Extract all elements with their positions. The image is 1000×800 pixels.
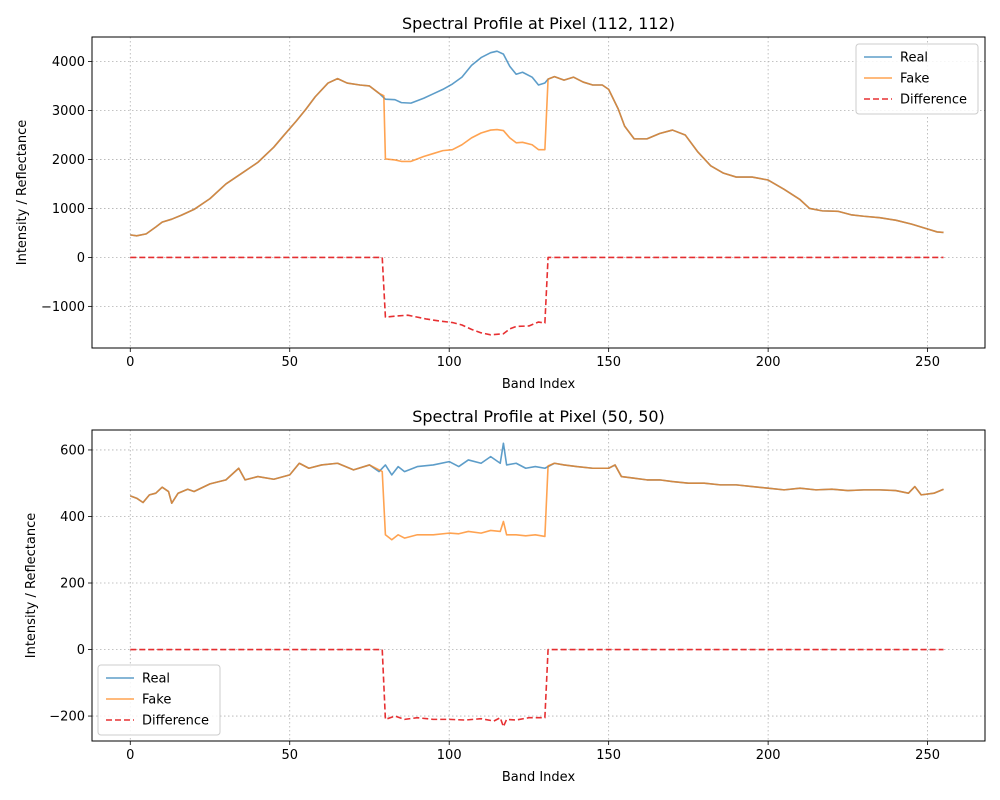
chart-title: Spectral Profile at Pixel (112, 112) <box>402 14 675 33</box>
y-tick-label: −1000 <box>41 300 85 315</box>
y-tick-label: −200 <box>49 710 85 725</box>
x-tick-label: 50 <box>281 355 298 370</box>
legend: Real Fake Difference <box>855 43 979 115</box>
series-group <box>130 50 944 336</box>
x-tick-label: 100 <box>437 748 462 763</box>
series-line-fake <box>130 75 944 237</box>
chart-panel-1: 0 50 100 150 200 250 −1000 0 1000 2000 3000 4000 Spe… <box>15 14 986 392</box>
plot-frame <box>91 36 986 349</box>
series-line-difference <box>130 648 944 728</box>
x-tick-label: 100 <box>437 355 462 370</box>
y-axis-label: Intensity / Reflectance <box>15 120 30 265</box>
y-tick-label: 3000 <box>52 104 85 119</box>
x-tick-label: 250 <box>915 748 940 763</box>
y-tick-label: 4000 <box>52 55 85 70</box>
legend-box <box>97 664 221 736</box>
legend-label-fake: Fake <box>900 72 929 87</box>
y-tick-label: 0 <box>77 643 85 658</box>
x-axis-label: Band Index <box>502 770 576 785</box>
y-tick-label: 1000 <box>52 202 85 217</box>
x-tick-label: 0 <box>126 355 134 370</box>
x-tick-label: 150 <box>596 748 621 763</box>
legend-label-difference: Difference <box>142 714 209 729</box>
series-line-fake <box>129 462 944 541</box>
plot-frame <box>91 429 986 742</box>
legend-label-real: Real <box>142 672 170 687</box>
x-tick-label: 200 <box>756 355 781 370</box>
x-tick-label: 0 <box>126 748 134 763</box>
y-tick-label: 2000 <box>52 153 85 168</box>
y-tick-label: 0 <box>77 251 85 266</box>
x-tick-label: 250 <box>915 355 940 370</box>
series-line-difference <box>130 256 944 336</box>
chart-title: Spectral Profile at Pixel (50, 50) <box>412 407 665 426</box>
legend-label-difference: Difference <box>900 93 967 108</box>
legend-label-real: Real <box>900 51 928 66</box>
x-tick-label: 200 <box>756 748 781 763</box>
legend-label-fake: Fake <box>142 693 171 708</box>
y-axis-label: Intensity / Reflectance <box>24 513 39 658</box>
y-tick-label: 200 <box>60 577 85 592</box>
x-tick-label: 150 <box>596 355 621 370</box>
series-group <box>129 442 944 728</box>
series-line-real <box>129 442 944 504</box>
y-tick-label: 600 <box>60 443 85 458</box>
x-axis-label: Band Index <box>502 377 576 392</box>
legend: Real Fake Difference <box>97 664 221 736</box>
x-tick-label: 50 <box>281 748 298 763</box>
y-tick-label: 400 <box>60 510 85 525</box>
chart-panel-2: 0 50 100 150 200 250 −200 0 200 400 600 Spectral Pr… <box>24 407 986 785</box>
legend-box <box>855 43 979 115</box>
